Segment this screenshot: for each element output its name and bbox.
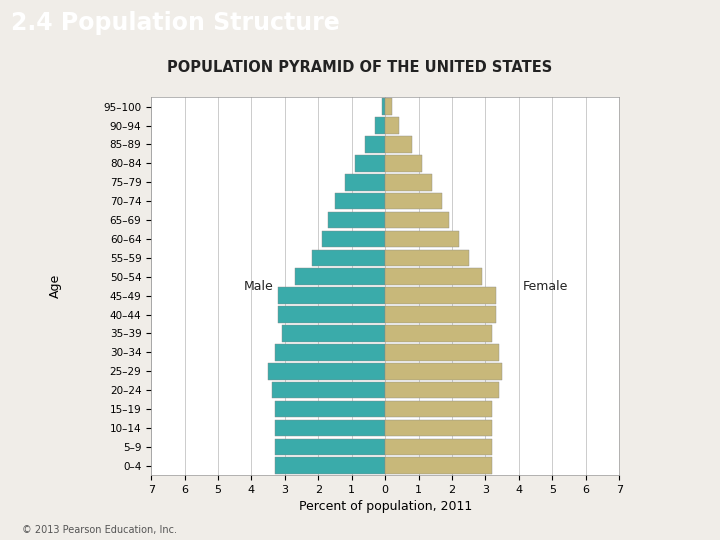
Bar — [328, 212, 385, 228]
Bar — [385, 212, 449, 228]
Bar — [275, 401, 385, 417]
Bar — [365, 136, 385, 153]
Bar — [271, 382, 385, 399]
Bar — [385, 457, 492, 474]
Bar — [275, 420, 385, 436]
Bar — [385, 306, 495, 323]
Bar — [385, 382, 499, 399]
Text: © 2013 Pearson Education, Inc.: © 2013 Pearson Education, Inc. — [22, 524, 176, 535]
Bar — [385, 287, 495, 304]
Text: POPULATION PYRAMID OF THE UNITED STATES: POPULATION PYRAMID OF THE UNITED STATES — [167, 60, 553, 75]
Bar — [355, 155, 385, 172]
Bar — [385, 117, 399, 134]
Bar — [385, 231, 459, 247]
Bar — [312, 249, 385, 266]
Bar — [385, 344, 499, 361]
Bar — [385, 155, 422, 172]
Bar — [385, 268, 482, 285]
Bar — [278, 306, 385, 323]
Bar — [385, 174, 432, 191]
Bar — [382, 98, 385, 115]
Bar — [385, 420, 492, 436]
Bar — [275, 344, 385, 361]
Bar — [345, 174, 385, 191]
Bar — [335, 193, 385, 210]
X-axis label: Percent of population, 2011: Percent of population, 2011 — [299, 501, 472, 514]
Text: Female: Female — [523, 280, 568, 293]
Bar — [275, 438, 385, 455]
Bar — [385, 136, 412, 153]
Bar — [385, 249, 469, 266]
Bar — [278, 287, 385, 304]
Bar — [385, 401, 492, 417]
Bar — [322, 231, 385, 247]
Text: Male: Male — [243, 280, 273, 293]
Bar — [385, 193, 442, 210]
Bar — [375, 117, 385, 134]
Bar — [269, 363, 385, 380]
Bar — [275, 457, 385, 474]
Bar — [385, 98, 392, 115]
Y-axis label: Age: Age — [49, 274, 62, 298]
Bar — [295, 268, 385, 285]
Bar — [385, 438, 492, 455]
Bar — [385, 363, 503, 380]
Bar — [282, 325, 385, 342]
Text: 2.4 Population Structure: 2.4 Population Structure — [11, 11, 340, 35]
Bar — [385, 325, 492, 342]
